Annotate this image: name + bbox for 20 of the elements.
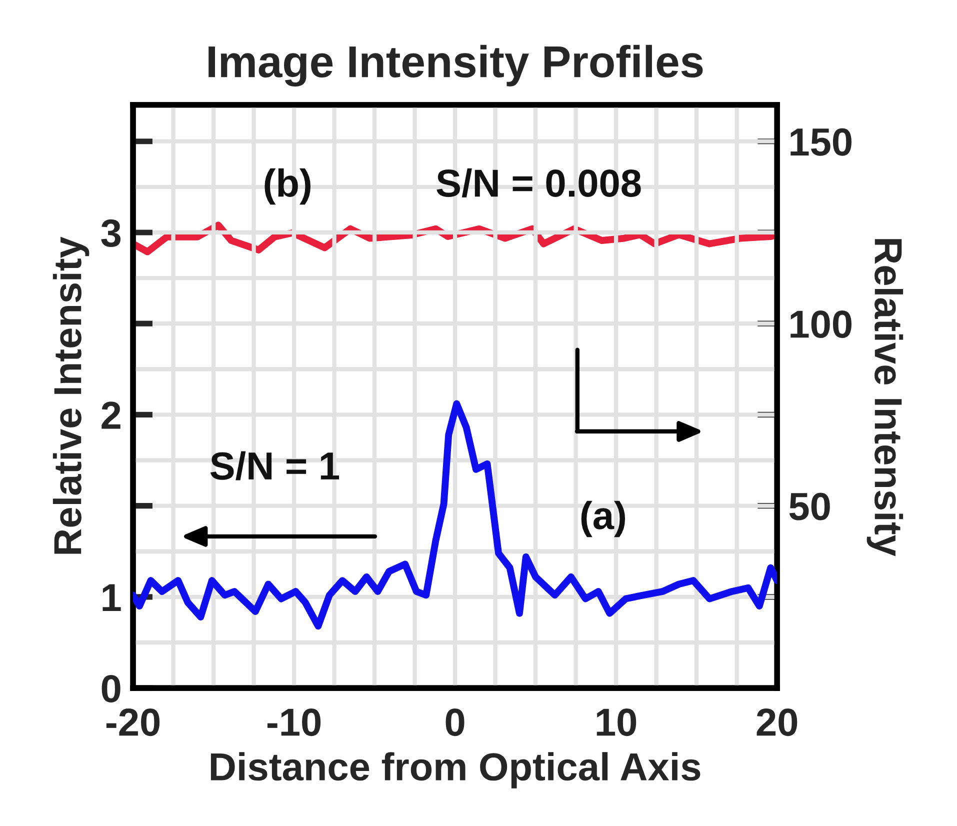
- y-tick-label: 1: [102, 584, 121, 612]
- y2-axis-title: Relative Intensity: [866, 239, 904, 556]
- x-tick-label: 10: [596, 708, 636, 736]
- y2-tick-label: 150: [790, 128, 852, 156]
- x-axis-title: Distance from Optical Axis: [210, 752, 700, 788]
- series-label: (b): [264, 168, 310, 205]
- series-label: (a): [581, 500, 626, 538]
- chart-title: Image Intensity Profiles: [208, 44, 703, 87]
- annotation: S/N = 1: [210, 451, 340, 480]
- y-axis-title: Relative Intensity: [52, 236, 90, 554]
- annotation: S/N = 0.008: [436, 168, 641, 198]
- x-tick-label: -20: [106, 708, 160, 736]
- y-tick-label: 2: [102, 402, 120, 429]
- x-tick-label: 0: [446, 708, 464, 736]
- x-tick-label: 20: [756, 708, 798, 736]
- y2-tick-label: 100: [790, 310, 852, 338]
- y-tick-label: 0: [102, 674, 120, 703]
- y2-tick-label: 50: [789, 492, 830, 520]
- y-tick-label: 3: [101, 219, 121, 247]
- x-tick-label: -10: [267, 708, 321, 736]
